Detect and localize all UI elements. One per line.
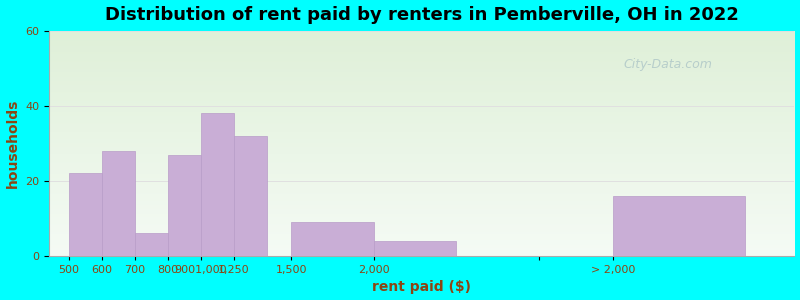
- Bar: [374, 241, 456, 256]
- Bar: [291, 222, 374, 256]
- Bar: [613, 196, 745, 256]
- Bar: [134, 233, 168, 256]
- Title: Distribution of rent paid by renters in Pemberville, OH in 2022: Distribution of rent paid by renters in …: [105, 6, 738, 24]
- Bar: [234, 136, 266, 256]
- Bar: [168, 154, 201, 256]
- Bar: [69, 173, 102, 256]
- X-axis label: rent paid ($): rent paid ($): [372, 280, 471, 294]
- Bar: [102, 151, 134, 256]
- Text: City-Data.com: City-Data.com: [623, 58, 712, 71]
- Y-axis label: households: households: [6, 99, 19, 188]
- Bar: [201, 113, 234, 256]
